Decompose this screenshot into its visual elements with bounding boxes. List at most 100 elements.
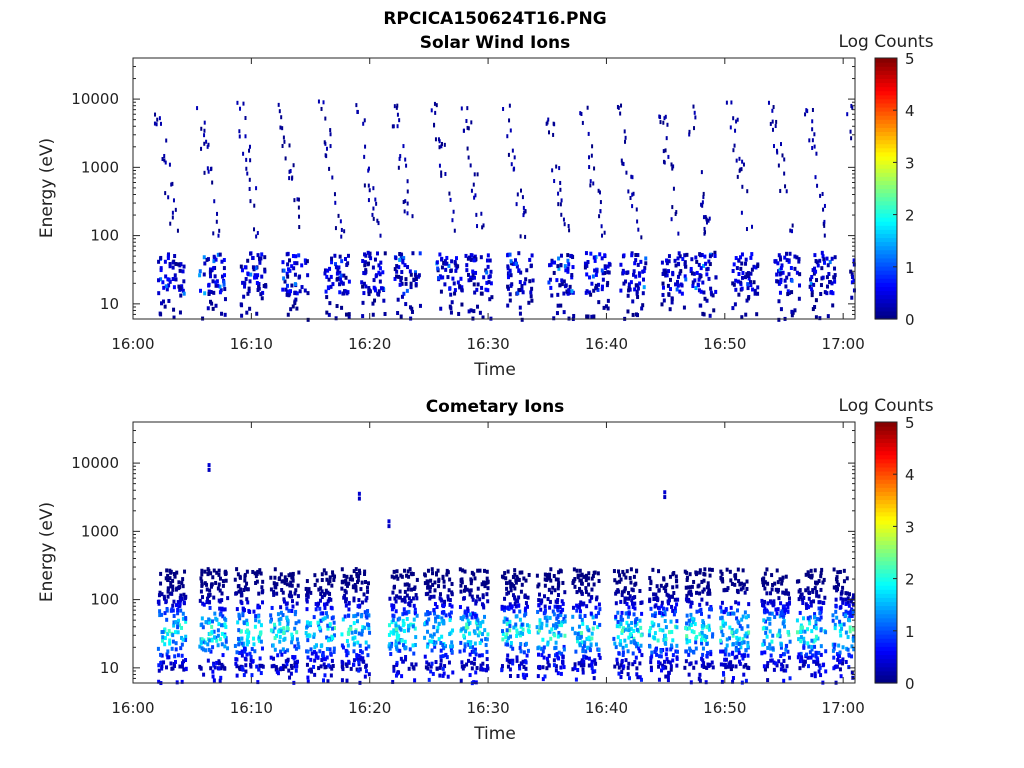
heatmap-cell: [438, 145, 441, 150]
heatmap-cell: [467, 255, 471, 260]
heatmap-cell: [650, 650, 654, 655]
heatmap-cell: [525, 623, 529, 628]
heatmap-cell: [176, 607, 180, 612]
heatmap-cell: [427, 662, 431, 667]
heatmap-cell: [223, 607, 227, 612]
heatmap-cell: [786, 289, 790, 294]
heatmap-cell: [605, 283, 609, 288]
heatmap-cell: [340, 678, 344, 683]
heatmap-cell: [784, 647, 788, 652]
heatmap-cell: [326, 590, 330, 595]
heatmap-cell: [833, 255, 837, 260]
heatmap-cell: [238, 134, 241, 139]
heatmap-cell: [305, 579, 309, 584]
heatmap-cell: [273, 567, 277, 572]
heatmap-cell: [347, 607, 351, 612]
heatmap-cell: [306, 273, 310, 278]
heatmap-cell: [325, 154, 328, 159]
heatmap-cell: [173, 630, 177, 635]
heatmap-cell: [454, 256, 458, 261]
heatmap-cell: [593, 658, 597, 663]
heatmap-cell: [274, 585, 278, 590]
colorbar-segment: [875, 519, 897, 525]
heatmap-cell: [631, 204, 634, 209]
heatmap-cell: [440, 256, 444, 261]
heatmap-cell: [699, 253, 703, 258]
heatmap-cell: [661, 606, 665, 611]
heatmap-cell: [554, 640, 558, 645]
heatmap-cell: [285, 626, 289, 631]
heatmap-cell: [323, 616, 327, 621]
heatmap-cell: [451, 670, 455, 675]
heatmap-cell: [624, 658, 628, 663]
heatmap-cell: [157, 679, 161, 684]
heatmap-cell: [223, 622, 227, 627]
heatmap-cell: [272, 663, 276, 668]
heatmap-cell: [406, 569, 410, 574]
heatmap-cell: [279, 572, 283, 577]
heatmap-cell: [802, 645, 806, 650]
colorbar-segment: [875, 168, 897, 173]
heatmap-cell: [770, 639, 774, 644]
heatmap-cell: [626, 665, 630, 670]
colorbar-segment: [875, 282, 897, 287]
heatmap-cell: [256, 273, 260, 278]
heatmap-cell: [366, 653, 370, 658]
heatmap-cell: [559, 569, 563, 574]
heatmap-cell: [781, 575, 785, 580]
heatmap-cell: [587, 663, 591, 668]
heatmap-cell: [806, 586, 810, 591]
heatmap-cell: [178, 664, 182, 669]
heatmap-cell: [294, 668, 298, 673]
heatmap-cell: [685, 593, 689, 598]
heatmap-cell: [347, 315, 351, 320]
heatmap-cell: [551, 623, 555, 628]
heatmap-cell: [258, 260, 262, 265]
heatmap-cell: [557, 256, 561, 261]
heatmap-cell: [296, 197, 299, 202]
heatmap-cell: [785, 275, 789, 280]
heatmap-cell: [706, 581, 710, 586]
heatmap-cell: [293, 198, 296, 203]
heatmap-cell: [670, 162, 673, 167]
heatmap-cell: [368, 289, 372, 294]
heatmap-cell: [760, 598, 764, 603]
heatmap-cell: [171, 277, 175, 282]
heatmap-cell: [246, 271, 250, 276]
heatmap-cell: [578, 588, 582, 593]
heatmap-cell: [666, 678, 670, 683]
heatmap-cell: [659, 611, 663, 616]
heatmap-cell: [786, 649, 790, 654]
heatmap-cell: [559, 303, 563, 308]
heatmap-cell: [762, 576, 766, 581]
heatmap-cell: [245, 622, 249, 627]
x-tick-label: 16:00: [111, 335, 154, 353]
heatmap-cell: [233, 643, 237, 648]
heatmap-cell: [208, 600, 212, 605]
heatmap-cell: [777, 269, 781, 274]
heatmap-cell: [746, 282, 750, 287]
heatmap-cell: [700, 252, 704, 257]
heatmap-cell: [811, 119, 814, 124]
heatmap-cell: [743, 610, 747, 615]
heatmap-cell: [314, 607, 318, 612]
heatmap-cell: [478, 568, 482, 573]
heatmap-cell: [246, 600, 250, 605]
heatmap-cell: [177, 580, 181, 585]
heatmap-cell: [635, 666, 639, 671]
heatmap-cell: [791, 223, 794, 228]
heatmap-cell: [406, 211, 409, 216]
heatmap-cell: [336, 276, 340, 281]
heatmap-cell: [400, 638, 404, 643]
heatmap-cell: [832, 567, 836, 572]
heatmap-cell: [657, 606, 661, 611]
heatmap-cell: [592, 314, 596, 319]
heatmap-cell: [678, 254, 682, 259]
heatmap-cell: [663, 659, 667, 664]
heatmap-cell: [728, 625, 732, 630]
heatmap-cell: [526, 648, 530, 653]
heatmap-cell: [585, 636, 589, 641]
heatmap-cell: [251, 265, 255, 270]
heatmap-cell: [621, 161, 624, 166]
